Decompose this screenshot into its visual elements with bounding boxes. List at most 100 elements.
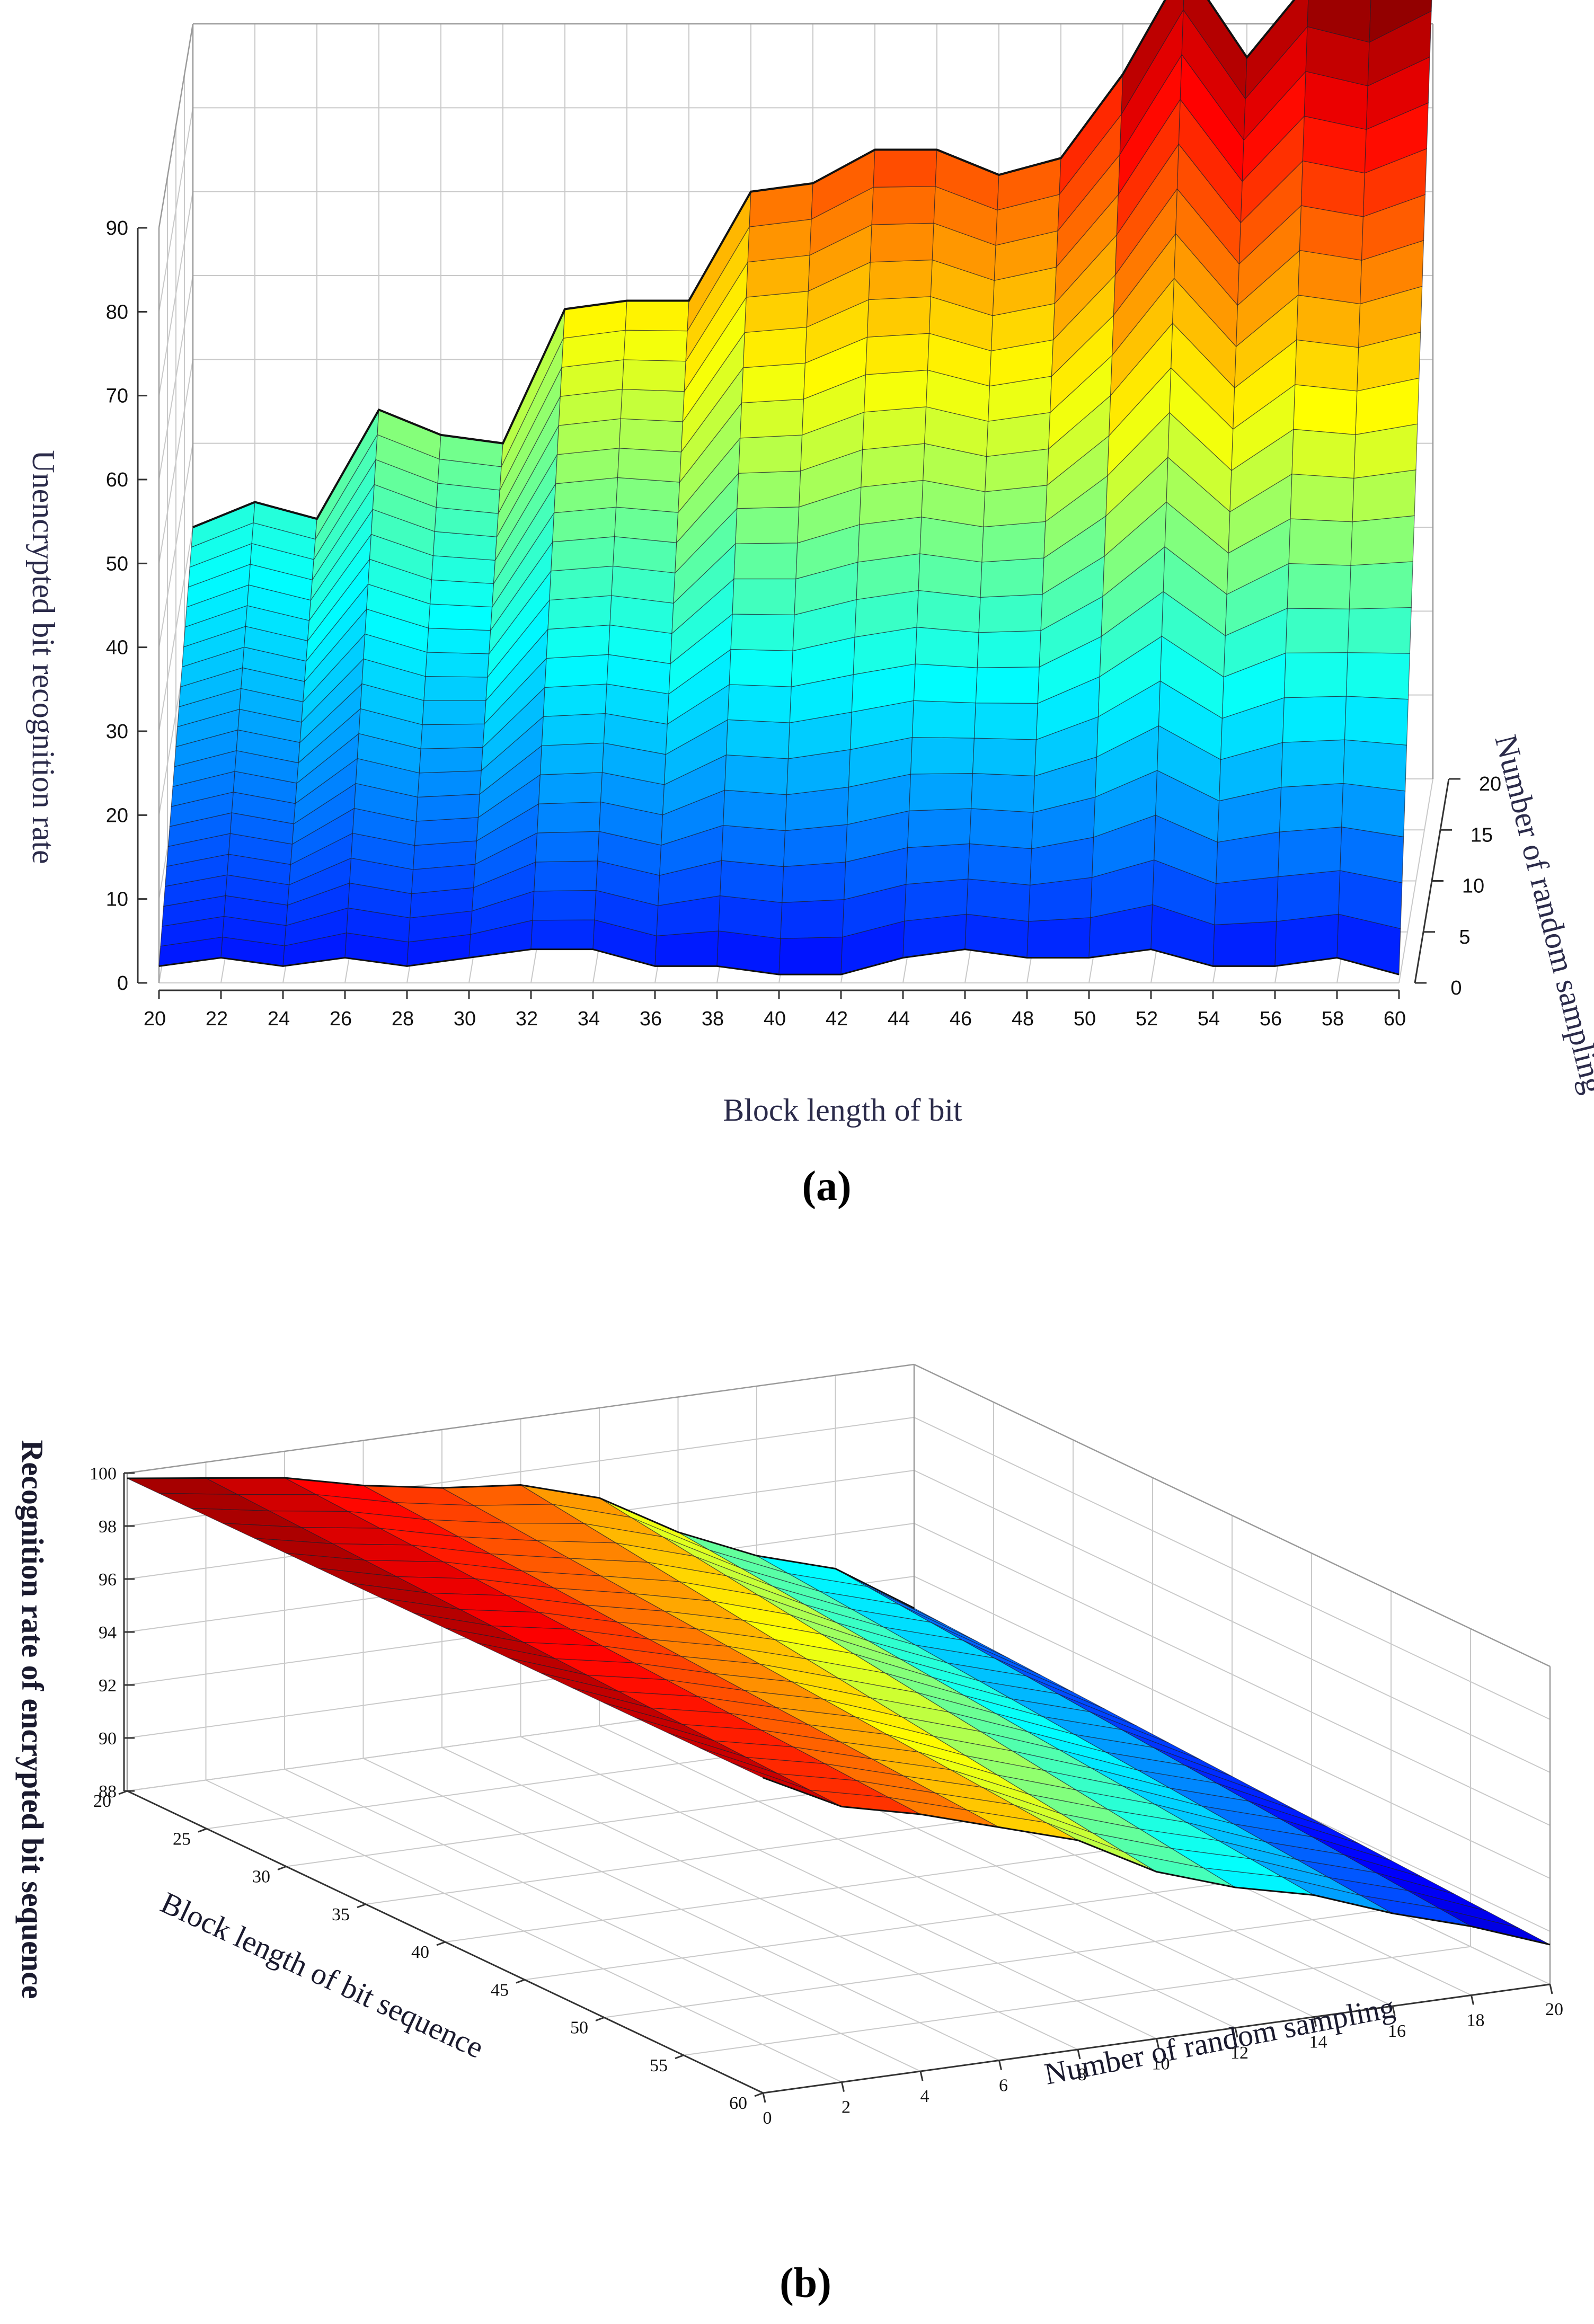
- y-tick: [1156, 2038, 1159, 2048]
- surface-patch: [980, 557, 1044, 598]
- x-tick: [436, 1941, 446, 1946]
- surface-patch: [535, 831, 600, 863]
- x-tick-label: 40: [764, 1008, 786, 1030]
- surface-patch: [1026, 917, 1091, 959]
- y-tick-label: 20: [1479, 773, 1501, 795]
- surface-patch: [1281, 739, 1345, 788]
- surface-patch: [547, 595, 612, 630]
- surface-patch: [915, 626, 979, 668]
- panel-b: 88 90 92 94 96 98 100 20 25 30 35 40 45 50 55 60 0 2 4 6 8 10…: [15, 1363, 1563, 2307]
- z-tick-label: 98: [99, 1517, 117, 1537]
- y-axis-label: Number of random sampling: [1488, 731, 1594, 1097]
- surface-patch: [909, 773, 973, 811]
- surface-patch: [718, 895, 783, 939]
- surface-patch: [735, 507, 800, 544]
- x-tick-label: 22: [206, 1008, 228, 1030]
- x-tick: [754, 2092, 764, 2097]
- surface-patch: [727, 684, 792, 723]
- x-tick: [675, 2054, 684, 2060]
- surface-patch: [1369, 0, 1432, 43]
- surface-patch: [534, 861, 598, 892]
- surface-patch: [1287, 563, 1351, 609]
- surface-patch: [414, 817, 479, 846]
- surface-patch: [966, 879, 1031, 922]
- surface-patch: [969, 808, 1034, 849]
- surface-patch: [725, 719, 790, 759]
- surface-patch: [1349, 561, 1413, 609]
- y-tick-label: 4: [920, 2087, 929, 2106]
- grid-line: [914, 1417, 1551, 1720]
- surface-patch: [623, 330, 688, 362]
- grid-line: [914, 1576, 1551, 1879]
- x-tick-label: 20: [144, 1008, 166, 1030]
- y-tick: [762, 2092, 766, 2103]
- surface-patch: [537, 801, 601, 833]
- axis-box-edge: [914, 1363, 1551, 1667]
- surface-patch: [861, 443, 925, 487]
- surface-patch: [981, 521, 1046, 563]
- panel-label-a: (a): [802, 1163, 851, 1210]
- panel-label-b: (b): [780, 2260, 831, 2307]
- x-tick: [357, 1903, 366, 1909]
- surface-patch: [737, 471, 801, 509]
- y-axis-label: Number of random sampling: [1041, 1990, 1397, 2091]
- surface-patch: [977, 630, 1041, 668]
- y-tick-label: 0: [763, 2108, 772, 2128]
- z-tick-label: 40: [106, 637, 128, 659]
- surface-patch: [1121, 0, 1184, 115]
- surface-patch: [733, 543, 798, 580]
- surface-patch: [729, 649, 793, 687]
- x-tick: [595, 2017, 605, 2021]
- y-tick: [998, 2060, 1002, 2070]
- surface-b: [127, 1477, 1551, 1946]
- surface-patch: [625, 300, 689, 332]
- surface-patch: [419, 747, 483, 774]
- x-tick-label: 28: [392, 1008, 414, 1030]
- surface-patch: [873, 149, 937, 188]
- surface-patch: [730, 614, 795, 651]
- surface-patch: [427, 627, 491, 654]
- surface-patch: [720, 860, 784, 903]
- surface-patch: [780, 899, 845, 939]
- surface-patch: [864, 369, 928, 413]
- surface-patch: [1279, 783, 1344, 832]
- surface-patch: [1296, 295, 1361, 348]
- y-tick: [1077, 2049, 1081, 2060]
- x-axis-label: Block length of bit sequence: [156, 1885, 489, 2065]
- surface-patch: [1291, 429, 1356, 479]
- surface-far-edge: [127, 1477, 915, 1609]
- y-tick-label: 18: [1467, 2011, 1485, 2030]
- surface-patch: [654, 930, 719, 966]
- surface-patch: [910, 737, 975, 775]
- surface-patch: [530, 919, 595, 950]
- z-tick-label: 10: [106, 889, 128, 911]
- y-tick-label: 8: [1078, 2065, 1087, 2084]
- surface-patch: [866, 296, 931, 338]
- surface-patch: [1278, 827, 1342, 877]
- surface-patch: [1344, 696, 1409, 746]
- x-tick-label: 42: [826, 1008, 848, 1030]
- y-tick-label: 16: [1388, 2021, 1406, 2041]
- z-tick-label: 92: [99, 1676, 117, 1696]
- z-tick-label: 94: [99, 1623, 117, 1643]
- x-tick-label: 30: [454, 1008, 476, 1030]
- z-axis-label: Recognition rate of encrypted bit sequen…: [15, 1440, 50, 1999]
- surface-patch: [1283, 652, 1348, 698]
- x-tick-label: 46: [950, 1008, 972, 1030]
- x-tick-label: 32: [516, 1008, 538, 1030]
- surface-patch: [744, 290, 809, 333]
- surface-patch: [723, 790, 787, 831]
- surface-patch: [746, 254, 810, 298]
- surface-patch: [783, 824, 848, 867]
- surface-patch: [911, 700, 976, 739]
- x-axis-label: Block length of bit: [723, 1093, 962, 1128]
- axis-box-edge: [158, 23, 194, 228]
- axis-box-edge: [127, 1363, 915, 1474]
- x-tick-label: 40: [411, 1942, 429, 1962]
- z-tick-label: 0: [117, 972, 128, 995]
- surface-patch: [538, 772, 603, 804]
- surface-near-edge: [763, 1777, 1551, 1946]
- surface-patch: [1290, 473, 1354, 522]
